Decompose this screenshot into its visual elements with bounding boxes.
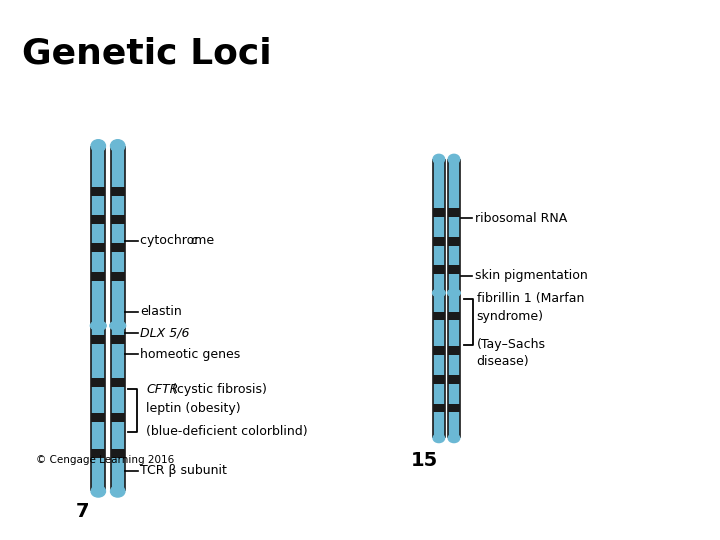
Polygon shape (91, 378, 106, 387)
Polygon shape (433, 266, 444, 274)
Polygon shape (448, 160, 460, 437)
Text: homeotic genes: homeotic genes (140, 348, 240, 361)
Polygon shape (91, 449, 106, 457)
Polygon shape (433, 312, 444, 320)
Polygon shape (111, 244, 125, 252)
Polygon shape (433, 160, 444, 437)
Text: disease): disease) (477, 355, 529, 368)
Polygon shape (433, 237, 444, 246)
Polygon shape (448, 237, 460, 246)
Polygon shape (91, 147, 106, 490)
Ellipse shape (448, 289, 460, 297)
Polygon shape (111, 215, 125, 224)
Text: leptin (obesity): leptin (obesity) (146, 402, 240, 415)
Polygon shape (448, 375, 460, 384)
Ellipse shape (433, 434, 444, 443)
Polygon shape (448, 403, 460, 413)
Polygon shape (448, 208, 460, 217)
Polygon shape (91, 413, 106, 422)
Polygon shape (111, 147, 125, 490)
Polygon shape (111, 378, 125, 387)
Ellipse shape (111, 140, 125, 152)
Ellipse shape (111, 485, 125, 497)
Text: c: c (191, 234, 198, 247)
Text: (blue-deficient colorblind): (blue-deficient colorblind) (146, 426, 307, 438)
Polygon shape (111, 449, 125, 457)
Text: 7: 7 (76, 502, 89, 521)
Ellipse shape (91, 321, 107, 330)
Polygon shape (91, 215, 106, 224)
Text: skin pigmentation: skin pigmentation (475, 269, 588, 282)
Polygon shape (433, 403, 444, 413)
Polygon shape (111, 272, 125, 280)
Polygon shape (433, 375, 444, 384)
Ellipse shape (448, 434, 460, 443)
Text: syndrome): syndrome) (477, 310, 544, 323)
Text: DLX 5/6: DLX 5/6 (140, 326, 190, 339)
Text: fibrillin 1 (Marfan: fibrillin 1 (Marfan (477, 292, 584, 305)
Polygon shape (91, 272, 106, 280)
Polygon shape (91, 335, 106, 345)
Ellipse shape (109, 321, 126, 330)
Ellipse shape (433, 289, 445, 297)
Polygon shape (433, 208, 444, 217)
Polygon shape (448, 312, 460, 320)
Polygon shape (433, 346, 444, 355)
Text: (cystic fibrosis): (cystic fibrosis) (168, 383, 267, 396)
Text: Genetic Loci: Genetic Loci (22, 37, 271, 70)
Ellipse shape (433, 154, 444, 164)
Text: CFTR: CFTR (146, 383, 179, 396)
Text: (Tay–Sachs: (Tay–Sachs (477, 338, 546, 351)
Text: © Cengage Learning 2016: © Cengage Learning 2016 (36, 455, 174, 465)
Ellipse shape (91, 485, 106, 497)
Polygon shape (448, 266, 460, 274)
Polygon shape (448, 346, 460, 355)
Ellipse shape (91, 140, 106, 152)
Text: cytochrome: cytochrome (140, 234, 219, 247)
Polygon shape (91, 244, 106, 252)
Polygon shape (111, 335, 125, 345)
Polygon shape (111, 413, 125, 422)
Text: ribosomal RNA: ribosomal RNA (475, 212, 567, 225)
Text: elastin: elastin (140, 305, 182, 318)
Polygon shape (111, 187, 125, 195)
Text: TCR β subunit: TCR β subunit (140, 464, 228, 477)
Polygon shape (91, 187, 106, 195)
Ellipse shape (448, 154, 460, 164)
Text: 15: 15 (411, 451, 438, 470)
